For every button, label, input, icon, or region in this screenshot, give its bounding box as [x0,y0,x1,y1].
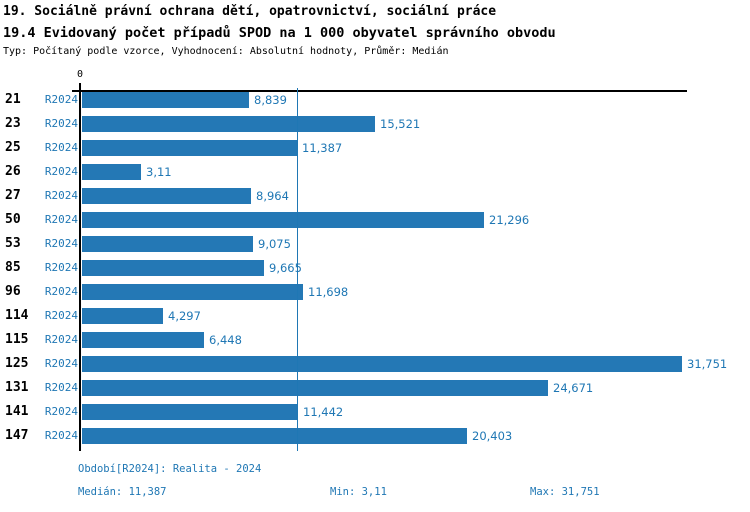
report-title-line2: 19.4 Evidovaný počet případů SPOD na 1 0… [3,25,556,41]
chart-row: 25 R2024 11,387 [0,140,750,156]
x-axis-zero-label: 0 [76,69,84,80]
chart-row: 147 R2024 20,403 [0,428,750,444]
row-category-label: 96 [5,284,21,299]
bar-value-label: 8,839 [254,93,287,107]
footer-max-label: Max: 31,751 [530,486,600,498]
y-axis-line [79,83,81,451]
row-series-label: R2024 [44,165,78,178]
bar-value-label: 9,665 [269,261,302,275]
chart-row: 23 R2024 15,521 [0,116,750,132]
row-series-label: R2024 [44,357,78,370]
bar [82,260,264,276]
bar-value-label: 15,521 [380,117,421,131]
row-category-label: 141 [5,404,29,419]
row-series-label: R2024 [44,333,78,346]
bar [82,428,467,444]
bar [82,164,141,180]
bar [82,116,375,132]
x-axis-line [72,90,687,92]
bar [82,92,249,108]
row-series-label: R2024 [44,405,78,418]
row-series-label: R2024 [44,189,78,202]
report-title-line1: 19. Sociálně právní ochrana dětí, opatro… [3,4,497,19]
footer-median-label: Medián: 11,387 [78,486,167,498]
bar-value-label: 8,964 [256,189,289,203]
row-series-label: R2024 [44,429,78,442]
bar [82,404,298,420]
bar [82,332,204,348]
chart-row: 96 R2024 11,698 [0,284,750,300]
chart-row: 131 R2024 24,671 [0,380,750,396]
row-series-label: R2024 [44,141,78,154]
bar-value-label: 21,296 [489,213,530,227]
bar [82,284,303,300]
row-category-label: 25 [5,140,21,155]
bar-value-label: 6,448 [209,333,242,347]
row-category-label: 131 [5,380,29,395]
row-category-label: 115 [5,332,29,347]
bar [82,380,548,396]
bar-value-label: 11,442 [303,405,344,419]
row-series-label: R2024 [44,237,78,250]
row-series-label: R2024 [44,93,78,106]
bar-value-label: 11,387 [302,141,343,155]
chart-row: 115 R2024 6,448 [0,332,750,348]
row-category-label: 85 [5,260,21,275]
bar [82,188,251,204]
row-series-label: R2024 [44,381,78,394]
chart-row: 26 R2024 3,11 [0,164,750,180]
row-category-label: 114 [5,308,29,323]
bar-value-label: 31,751 [687,357,728,371]
bar [82,140,297,156]
row-category-label: 21 [5,92,21,107]
row-category-label: 50 [5,212,21,227]
row-category-label: 27 [5,188,21,203]
footer-min-label: Min: 3,11 [330,486,387,498]
bar-value-label: 24,671 [553,381,594,395]
row-series-label: R2024 [44,117,78,130]
chart-row: 50 R2024 21,296 [0,212,750,228]
bar-value-label: 3,11 [146,165,172,179]
bar-value-label: 11,698 [308,285,349,299]
bar [82,356,682,372]
chart-row: 27 R2024 8,964 [0,188,750,204]
row-series-label: R2024 [44,285,78,298]
median-line [297,88,298,451]
chart-row: 21 R2024 8,839 [0,92,750,108]
row-category-label: 147 [5,428,29,443]
row-series-label: R2024 [44,261,78,274]
report-subtitle: Typ: Počítaný podle vzorce, Vyhodnocení:… [3,46,449,57]
bar-value-label: 20,403 [472,429,513,443]
bar [82,236,253,252]
row-category-label: 53 [5,236,21,251]
chart-row: 141 R2024 11,442 [0,404,750,420]
chart-row: 85 R2024 9,665 [0,260,750,276]
row-category-label: 26 [5,164,21,179]
row-series-label: R2024 [44,309,78,322]
row-category-label: 125 [5,356,29,371]
bar [82,212,484,228]
chart-row: 53 R2024 9,075 [0,236,750,252]
bar-value-label: 9,075 [258,237,291,251]
row-series-label: R2024 [44,213,78,226]
chart-row: 114 R2024 4,297 [0,308,750,324]
row-category-label: 23 [5,116,21,131]
footer-period-label: Období[R2024]: Realita - 2024 [78,463,262,475]
chart-row: 125 R2024 31,751 [0,356,750,372]
bar-value-label: 4,297 [168,309,201,323]
bar [82,308,163,324]
